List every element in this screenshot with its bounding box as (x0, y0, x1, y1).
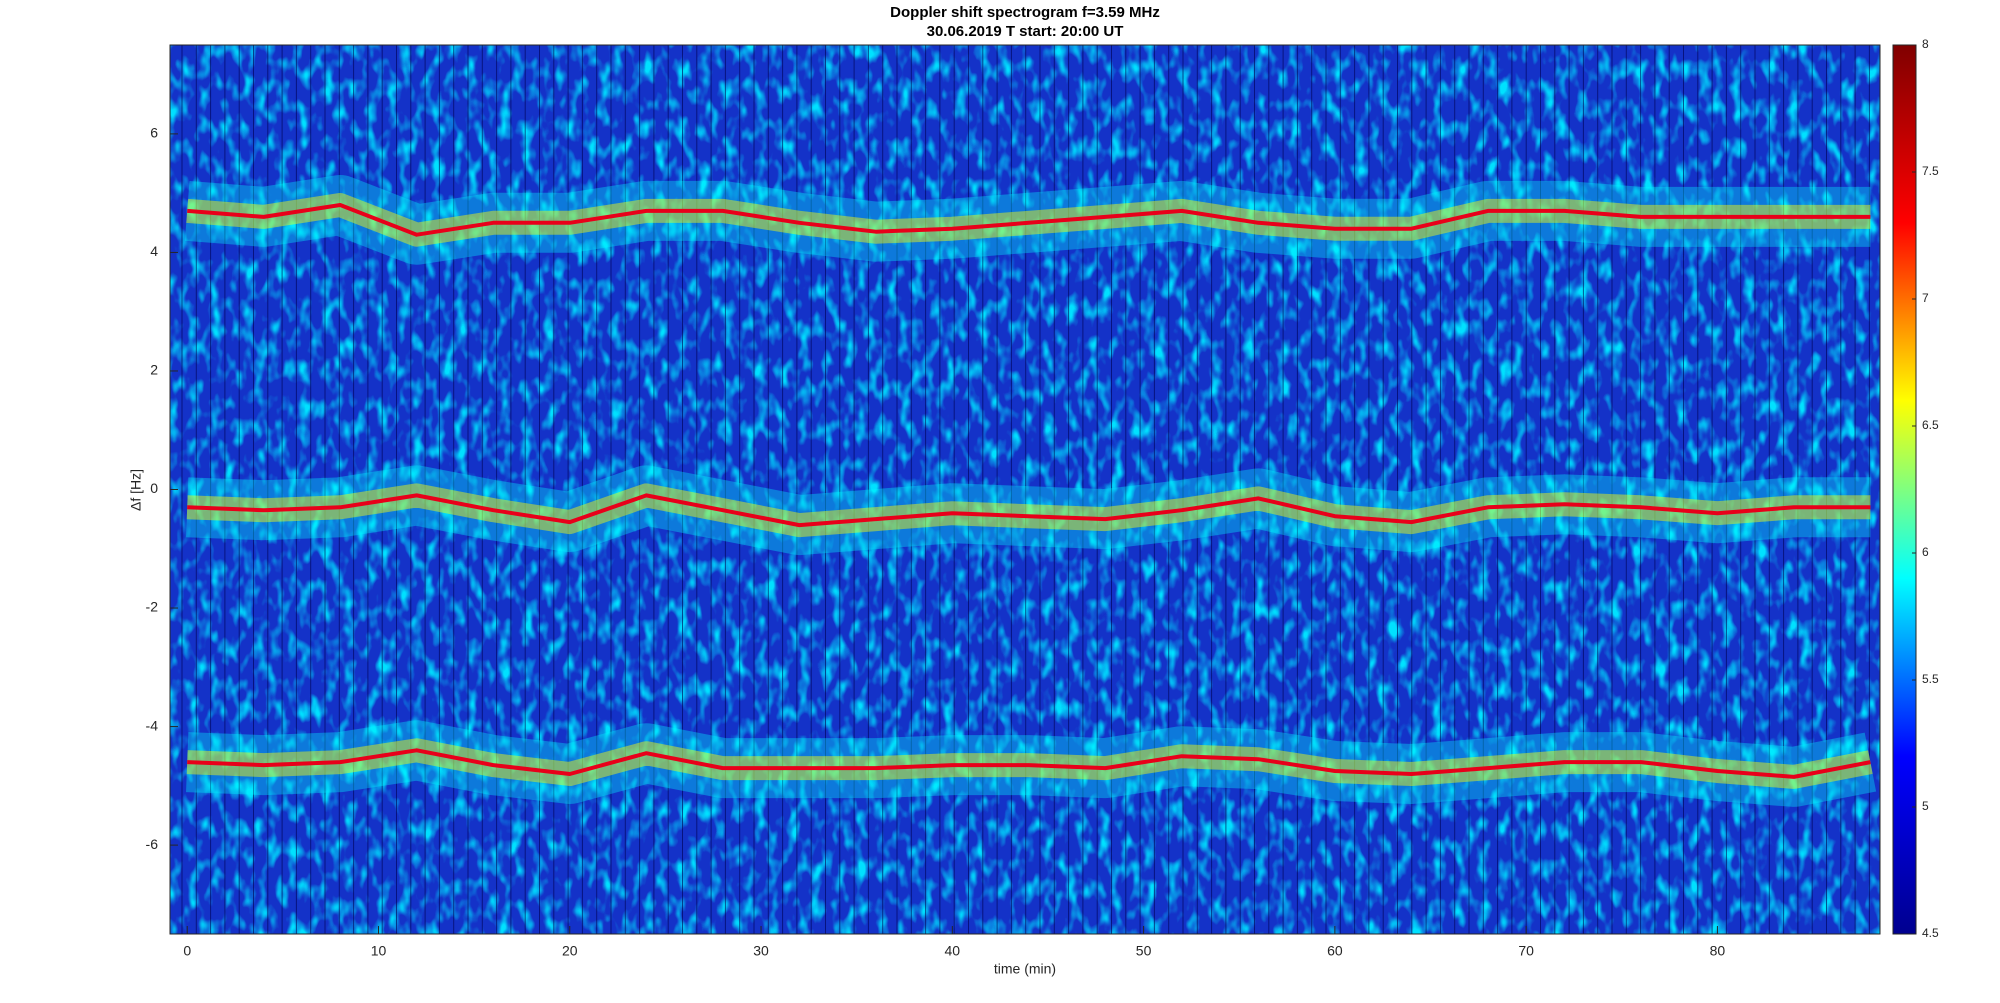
colorbar-tick-label: 7.5 (1922, 164, 1939, 178)
x-tick-label: 80 (1710, 943, 1726, 959)
y-tick-label: 6 (150, 125, 158, 141)
x-tick-label: 50 (1136, 943, 1152, 959)
colorbar (1892, 44, 1917, 935)
chart-subtitle: 30.06.2019 T start: 20:00 UT (927, 23, 1124, 40)
y-tick-label: 4 (150, 243, 158, 259)
ridge-line (187, 748, 1871, 779)
x-tick-label: 70 (1518, 943, 1534, 959)
x-tick-label: 0 (183, 943, 191, 959)
y-tick-label: -6 (146, 836, 159, 852)
colorbar-tick-label: 7 (1922, 291, 1929, 305)
noise-texture (170, 45, 1880, 934)
y-tick-label: -4 (146, 717, 159, 733)
x-tick-label: 10 (371, 943, 387, 959)
y-tick-label: 2 (150, 362, 158, 378)
x-tick-label: 60 (1327, 943, 1343, 959)
colorbar-tick-label: 6.5 (1922, 418, 1939, 432)
y-tick-label: -2 (146, 599, 159, 615)
colorbar-tick-label: 8 (1922, 37, 1929, 51)
ridge-line (187, 203, 1871, 237)
colorbar-tick-label: 5.5 (1922, 672, 1939, 686)
ridge-line (187, 493, 1871, 528)
colorbar-tick-label: 5 (1922, 799, 1929, 813)
y-axis-label: Δf [Hz] (128, 469, 144, 511)
colorbar-tick-label: 6 (1922, 545, 1929, 559)
plot-area (181, 45, 1877, 934)
chart-title: Doppler shift spectrogram f=3.59 MHz (890, 4, 1160, 21)
y-tick-label: 0 (150, 480, 158, 496)
x-tick-label: 40 (945, 943, 961, 959)
x-axis-label: time (min) (994, 961, 1056, 977)
colorbar-tick-label: 4.5 (1922, 926, 1939, 940)
x-tick-label: 20 (562, 943, 578, 959)
x-tick-label: 30 (753, 943, 769, 959)
